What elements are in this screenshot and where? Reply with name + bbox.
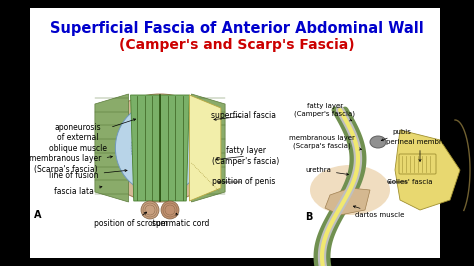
Text: position of scrotum: position of scrotum	[93, 212, 168, 228]
Text: dartos muscle: dartos muscle	[354, 206, 405, 218]
Text: pubis: pubis	[381, 129, 411, 141]
Text: membranous layer
(Scarpa's fascia): membranous layer (Scarpa's fascia)	[289, 135, 362, 150]
Text: perineal membrane: perineal membrane	[386, 139, 455, 161]
Polygon shape	[325, 188, 370, 215]
Text: A: A	[34, 210, 42, 220]
Text: superficial fascia: superficial fascia	[211, 111, 276, 120]
Circle shape	[141, 201, 159, 219]
Text: Colles' fascia: Colles' fascia	[387, 179, 433, 185]
Text: fatty layer
(Camper's fascia): fatty layer (Camper's fascia)	[212, 146, 280, 166]
Text: spermatic cord: spermatic cord	[152, 213, 210, 228]
Text: B: B	[305, 212, 312, 222]
Text: (Camper's and Scarp's Fascia): (Camper's and Scarp's Fascia)	[119, 38, 355, 52]
Text: aponeurosis
of external
oblique muscle: aponeurosis of external oblique muscle	[49, 119, 136, 153]
Polygon shape	[131, 95, 190, 201]
FancyBboxPatch shape	[30, 8, 440, 258]
Ellipse shape	[115, 102, 205, 194]
Polygon shape	[190, 95, 221, 201]
Polygon shape	[395, 130, 460, 210]
Text: fatty layer
(Camper's fascia): fatty layer (Camper's fascia)	[294, 103, 356, 121]
Ellipse shape	[310, 165, 390, 215]
Ellipse shape	[370, 136, 386, 148]
Circle shape	[161, 201, 179, 219]
Polygon shape	[191, 94, 225, 202]
Text: Superficial Fascia of Anterior Abdominal Wall: Superficial Fascia of Anterior Abdominal…	[50, 20, 424, 35]
FancyBboxPatch shape	[399, 154, 436, 174]
Text: line of fusion: line of fusion	[49, 169, 127, 181]
Ellipse shape	[97, 94, 223, 202]
Text: urethra: urethra	[305, 167, 348, 175]
Text: position of penis: position of penis	[212, 177, 276, 186]
Polygon shape	[95, 94, 128, 202]
Text: fascia lata: fascia lata	[54, 186, 102, 197]
Text: membranous layer
(Scarpa's fascia): membranous layer (Scarpa's fascia)	[29, 154, 112, 174]
